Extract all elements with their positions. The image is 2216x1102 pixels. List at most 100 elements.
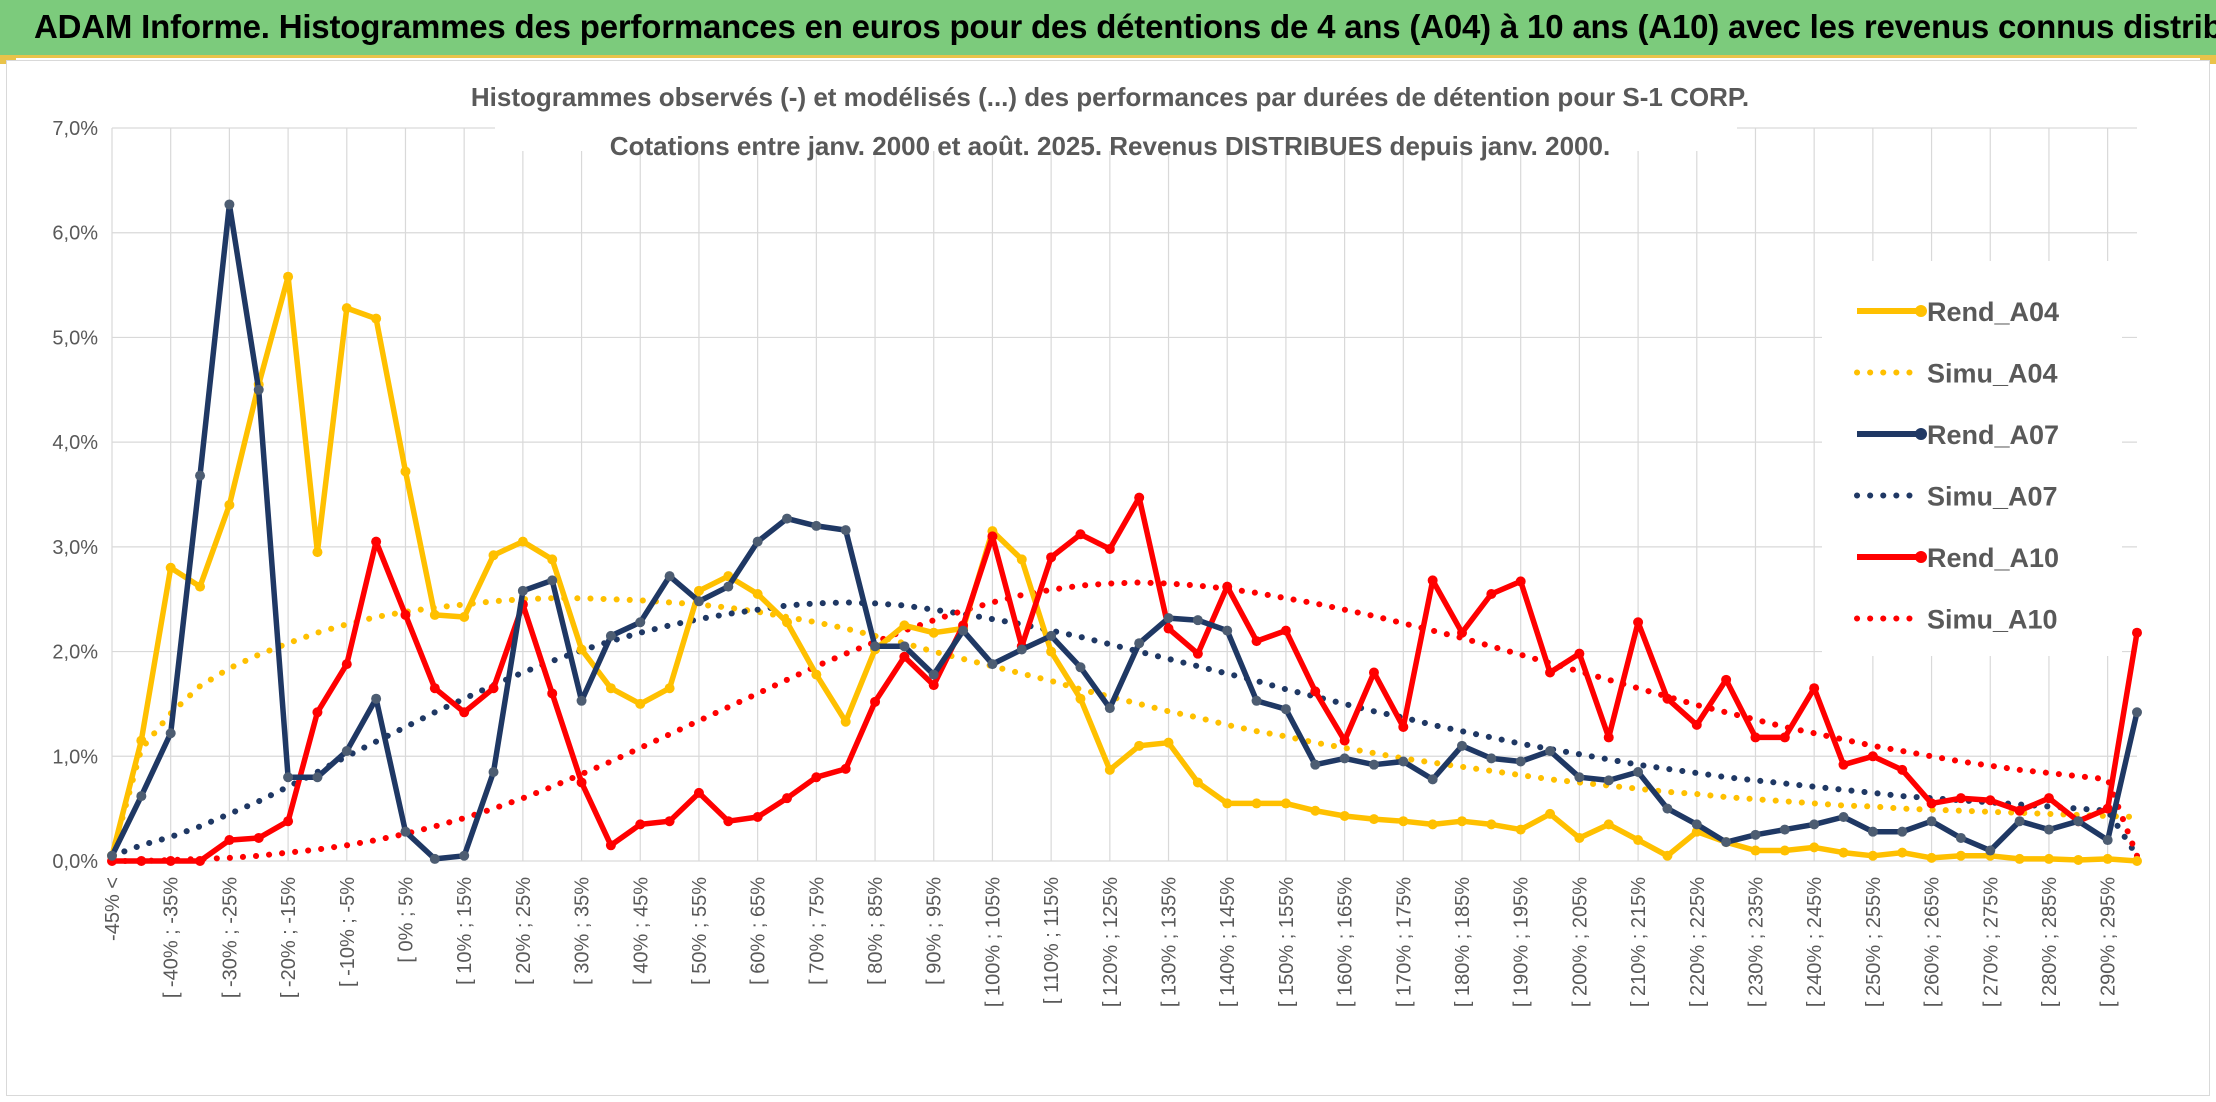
data-point <box>2102 853 2113 864</box>
legend-backdrop <box>1822 261 2122 656</box>
legend-label: Rend_A07 <box>1927 420 2059 450</box>
x-tick-label: [ 210% ; 215% <box>1628 877 1650 1007</box>
y-tick-label: 4,0% <box>52 432 98 454</box>
x-tick-label: [ 50% ; 55% <box>689 877 711 985</box>
data-point <box>664 571 675 582</box>
series-simu-a07 <box>109 599 2140 859</box>
data-point <box>312 707 323 718</box>
data-point <box>1192 615 1203 626</box>
data-point <box>1515 756 1526 767</box>
legend-item-rend-a10: Rend_A10 <box>1857 543 2059 573</box>
series-line <box>109 273 2138 864</box>
data-point <box>1046 646 1057 657</box>
data-point <box>1691 826 1702 837</box>
data-point <box>2043 853 2054 864</box>
y-tick-label: 3,0% <box>52 537 98 559</box>
data-point <box>2043 793 2054 804</box>
data-point <box>517 536 528 547</box>
data-point <box>1192 777 1203 788</box>
data-point <box>1486 588 1497 599</box>
x-tick-label: [ -10% ; -5% <box>337 877 359 987</box>
x-tick-label: [ 120% ; 125% <box>1100 877 1122 1007</box>
data-point <box>1926 816 1937 827</box>
legend-item-simu-a10: Simu_A10 <box>1854 605 2058 635</box>
data-point <box>1134 740 1145 751</box>
data-point <box>1955 850 1966 861</box>
data-point <box>899 641 910 652</box>
data-point <box>459 612 470 623</box>
x-tick-label: [ 40% ; 45% <box>630 877 652 985</box>
data-point <box>1603 732 1614 743</box>
x-tick-label: [ 240% ; 245% <box>1804 877 1826 1007</box>
data-point <box>958 625 969 636</box>
data-point <box>1867 751 1878 762</box>
data-point <box>782 513 792 524</box>
x-tick-label: [ 150% ; 155% <box>1276 877 1298 1007</box>
y-tick-label: 2,0% <box>52 642 98 664</box>
legend-item-rend-a07: Rend_A07 <box>1857 420 2059 450</box>
data-point <box>1515 576 1526 587</box>
x-tick-label: [ 90% ; 95% <box>924 877 946 985</box>
data-point <box>1838 847 1849 858</box>
data-point <box>1310 759 1321 770</box>
data-point <box>1750 829 1761 840</box>
data-point <box>1721 837 1732 848</box>
data-point <box>1897 847 1908 858</box>
x-tick-label: [ 220% ; 225% <box>1687 877 1709 1007</box>
data-point <box>1163 613 1174 624</box>
data-point <box>312 547 323 558</box>
data-point <box>1779 732 1790 743</box>
x-tick-label: -45% < <box>102 877 124 941</box>
data-point <box>1251 636 1262 647</box>
x-tick-label: [ 30% ; 35% <box>572 877 594 985</box>
data-point <box>664 816 675 827</box>
x-tick-label: [ 100% ; 105% <box>982 877 1004 1007</box>
data-point <box>1545 667 1556 678</box>
data-point <box>2073 854 2084 865</box>
line-chart: 0,0% 1,0% 2,0% 3,0% 4,0% 5,0% 6,0% 7,0% -45% < [… <box>52 81 2142 1007</box>
data-point <box>1897 764 1908 775</box>
data-point <box>723 581 734 592</box>
data-point <box>1750 845 1761 856</box>
data-point <box>1486 753 1497 764</box>
data-point <box>107 850 117 861</box>
legend-item-simu-a04: Simu_A04 <box>1854 359 2058 389</box>
data-point <box>1104 703 1115 714</box>
data-point <box>165 856 176 866</box>
data-point <box>1104 764 1115 775</box>
legend-marker <box>1915 551 1927 563</box>
data-point <box>1809 819 1820 830</box>
data-point <box>1926 852 1937 863</box>
data-point <box>782 793 792 804</box>
data-point <box>576 777 587 788</box>
y-tick-label: 7,0% <box>52 118 98 140</box>
x-tick-label: [ 280% ; 285% <box>2039 877 2061 1007</box>
x-tick-label: [ 70% ; 75% <box>806 877 828 985</box>
data-point <box>224 835 235 846</box>
x-axis-ticks: -45% < [ -40% ; -35% [ -30% ; -25% [ -20% ;… <box>102 877 2120 1007</box>
data-point <box>400 609 411 620</box>
data-point <box>1691 819 1702 830</box>
data-point <box>1398 756 1409 767</box>
data-point <box>195 581 206 592</box>
data-point <box>1427 774 1438 785</box>
data-point <box>870 641 881 652</box>
data-point <box>1838 759 1849 770</box>
x-tick-label: [ 290% ; 295% <box>2098 877 2120 1007</box>
data-point <box>605 683 616 694</box>
data-point <box>341 746 352 757</box>
data-point <box>811 669 822 680</box>
x-tick-label: [ 190% ; 195% <box>1511 877 1533 1007</box>
data-point <box>1339 810 1350 821</box>
legend-label: Simu_A07 <box>1927 482 2058 512</box>
data-point <box>635 698 646 709</box>
y-tick-label: 6,0% <box>52 223 98 245</box>
data-point <box>1603 775 1614 786</box>
y-tick-label: 5,0% <box>52 327 98 349</box>
data-point <box>429 853 440 864</box>
data-point <box>870 696 881 707</box>
data-point <box>1809 842 1820 853</box>
data-point <box>664 683 675 694</box>
data-point <box>605 630 616 641</box>
data-point <box>1985 795 1996 806</box>
